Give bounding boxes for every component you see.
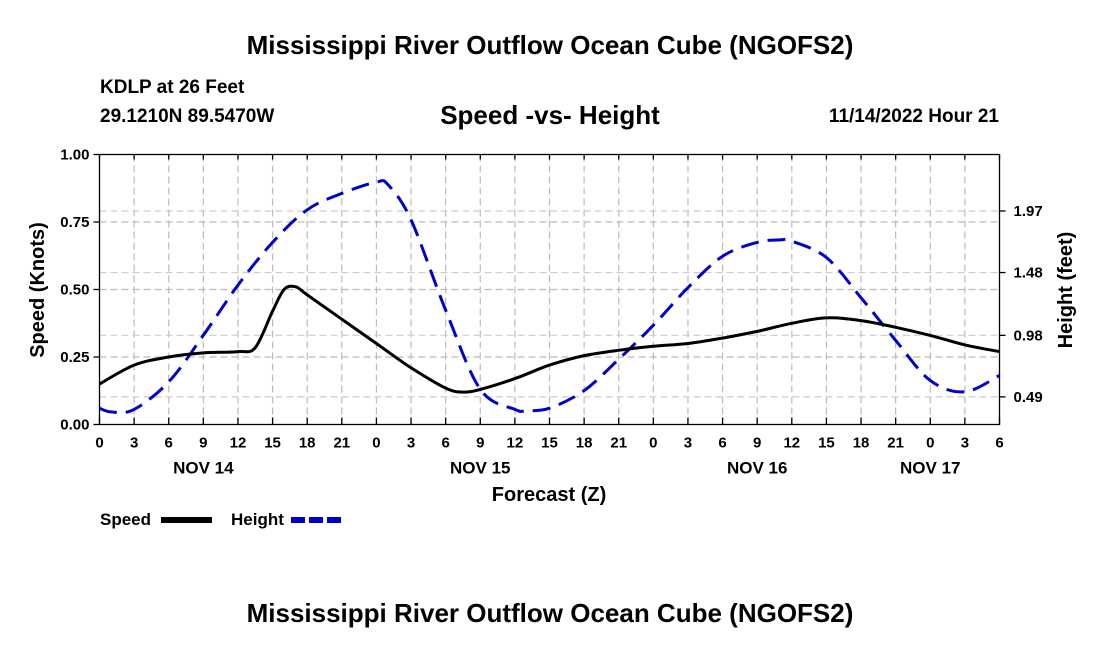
x-tick-label: 9 [199, 435, 207, 452]
x-tick-label: 15 [541, 435, 558, 452]
x-tick-label: 12 [230, 435, 247, 452]
x-tick-label: 6 [995, 435, 1003, 452]
x-date-label: NOV 16 [727, 459, 787, 478]
footer-title: Mississippi River Outflow Ocean Cube (NG… [246, 598, 854, 628]
y2-axis-label: Height (feet) [1055, 232, 1077, 349]
x-tick-label: 9 [753, 435, 761, 452]
x-tick-label: 21 [610, 435, 627, 452]
x-tick-label: 6 [718, 435, 726, 452]
y-tick-label: 0.25 [60, 349, 89, 366]
y-tick-label: 0.75 [60, 214, 89, 231]
y2-tick-label: 1.48 [1014, 265, 1043, 282]
legend-label-height: Height [231, 510, 284, 529]
x-tick-label: 0 [926, 435, 934, 452]
x-tick-label: 12 [783, 435, 800, 452]
y-tick-label: 0.50 [60, 282, 89, 299]
x-date-label: NOV 17 [900, 459, 960, 478]
x-tick-label: 15 [264, 435, 281, 452]
x-tick-label: 21 [333, 435, 350, 452]
x-tick-label: 0 [372, 435, 380, 452]
x-tick-label: 18 [576, 435, 593, 452]
x-tick-label: 3 [130, 435, 138, 452]
x-tick-label: 15 [818, 435, 835, 452]
chart-title: Mississippi River Outflow Ocean Cube (NG… [246, 30, 854, 60]
y2-tick-label: 0.49 [1014, 389, 1043, 406]
x-date-label: NOV 14 [173, 459, 234, 478]
x-tick-label: 0 [95, 435, 103, 452]
height-series-line [98, 179, 1001, 415]
y-tick-label: 0.00 [60, 417, 89, 434]
x-tick-label: 21 [887, 435, 904, 452]
x-tick-label: 6 [165, 435, 173, 452]
x-tick-label: 12 [507, 435, 524, 452]
x-tick-label: 18 [853, 435, 870, 452]
x-tick-label: 3 [961, 435, 969, 452]
y2-tick-label: 0.98 [1014, 327, 1043, 344]
x-tick-label: 18 [299, 435, 316, 452]
forecast-datetime: 11/14/2022 Hour 21 [828, 106, 999, 127]
axes: 0 3 6 9 12 15 18 21 0 3 6 9 12 15 18 21 0 3 6 9 12 15 18 21 0 3 6N… [60, 147, 1042, 478]
x-tick-label: 6 [441, 435, 449, 452]
station-coordinates: 29.1210N 89.5470W [100, 106, 275, 127]
legend: Speed Height [100, 510, 343, 529]
series [98, 179, 1001, 415]
y-tick-label: 1.00 [60, 147, 89, 164]
legend-label-speed: Speed [100, 510, 151, 529]
x-tick-label: 3 [407, 435, 415, 452]
y-axis-label: Speed (Knots) [27, 222, 49, 358]
station-label: KDLP at 26 Feet [100, 77, 245, 98]
x-date-label: NOV 15 [450, 459, 510, 478]
y2-tick-label: 1.97 [1014, 203, 1043, 220]
x-tick-label: 3 [684, 435, 692, 452]
x-tick-label: 9 [476, 435, 484, 452]
x-axis-label: Forecast (Z) [492, 484, 606, 506]
chart-subtitle: Speed -vs- Height [440, 100, 660, 130]
speed-series-line [98, 284, 1000, 394]
x-tick-label: 0 [649, 435, 657, 452]
